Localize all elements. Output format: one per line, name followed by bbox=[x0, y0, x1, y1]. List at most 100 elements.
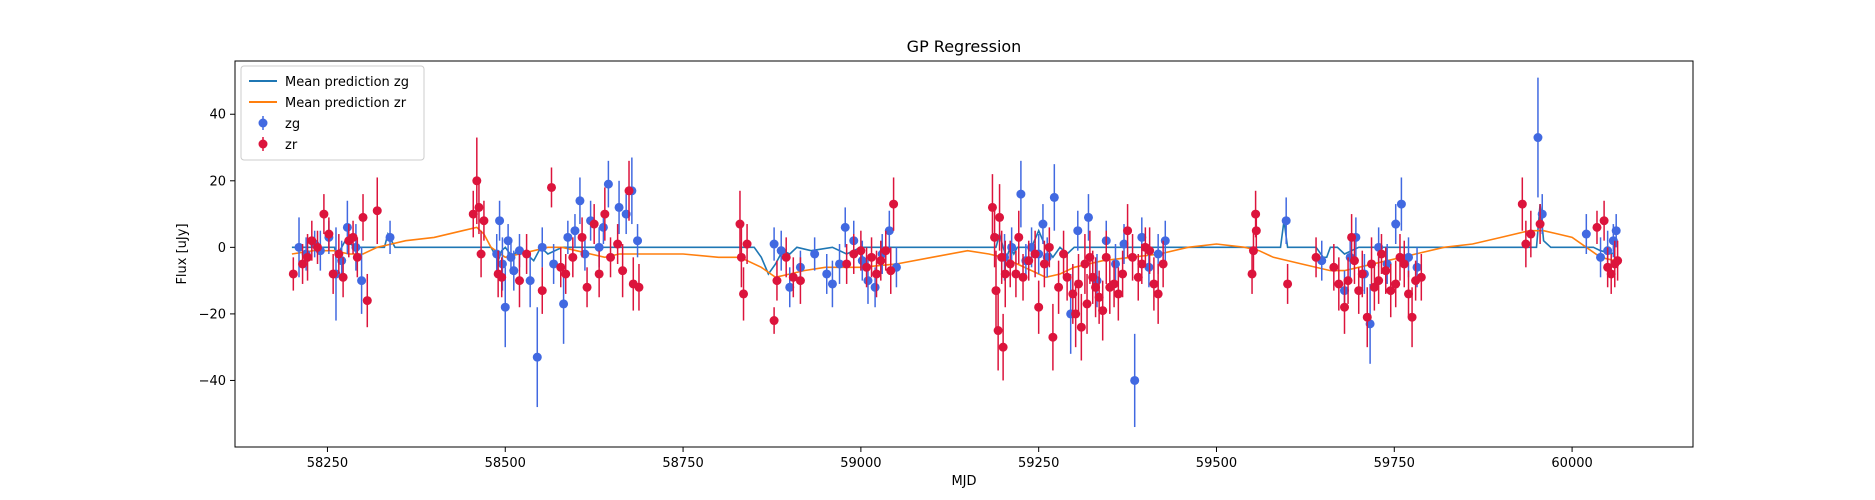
data-point-zg bbox=[822, 254, 832, 294]
series-points-zr bbox=[288, 137, 1623, 381]
marker bbox=[352, 252, 362, 262]
marker bbox=[1399, 259, 1409, 269]
marker bbox=[842, 259, 852, 269]
data-point-zg bbox=[1396, 177, 1406, 231]
marker bbox=[739, 289, 749, 299]
axes-frame bbox=[234, 60, 1694, 448]
data-point-zr bbox=[781, 237, 791, 278]
marker bbox=[1416, 272, 1426, 282]
data-point-zr bbox=[1399, 240, 1409, 288]
data-point-zg bbox=[1049, 164, 1059, 231]
data-point-zr bbox=[474, 180, 484, 235]
marker bbox=[870, 282, 880, 292]
marker bbox=[537, 286, 547, 296]
y-tick-label: −40 bbox=[199, 374, 226, 389]
data-point-zr bbox=[742, 224, 752, 264]
marker bbox=[1074, 279, 1084, 289]
marker bbox=[1158, 259, 1168, 269]
data-point-zr bbox=[1362, 287, 1372, 348]
data-point-zr bbox=[1014, 210, 1024, 264]
marker bbox=[856, 246, 866, 256]
data-point-zr bbox=[1334, 257, 1344, 311]
data-point-zr bbox=[1109, 260, 1119, 308]
x-tick-label: 58500 bbox=[485, 456, 526, 471]
marker bbox=[549, 259, 559, 269]
marker bbox=[495, 216, 505, 226]
data-point-zg bbox=[563, 220, 573, 254]
marker bbox=[328, 269, 338, 279]
data-point-zr bbox=[1082, 273, 1092, 334]
marker bbox=[319, 209, 329, 219]
marker bbox=[1101, 252, 1111, 262]
data-point-zr bbox=[849, 234, 859, 274]
data-point-zr bbox=[1374, 257, 1384, 304]
data-point-zg bbox=[1404, 237, 1414, 278]
marker bbox=[1396, 199, 1406, 209]
marker bbox=[1123, 226, 1133, 236]
marker bbox=[742, 239, 752, 249]
marker bbox=[358, 212, 368, 222]
marker bbox=[1118, 269, 1128, 279]
marker bbox=[537, 242, 547, 252]
marker bbox=[288, 269, 298, 279]
marker bbox=[1311, 252, 1321, 262]
ticks-layer: 58250 58500 58750 59000 59250 59500 59750 60000… bbox=[199, 108, 1593, 471]
data-point-zr bbox=[1074, 254, 1084, 314]
x-tick-label: 59000 bbox=[840, 456, 881, 471]
legend-marker bbox=[258, 118, 268, 128]
x-tick-label: 60000 bbox=[1551, 456, 1592, 471]
data-point-zr bbox=[1005, 240, 1015, 288]
marker bbox=[889, 199, 899, 209]
data-point-zg bbox=[549, 244, 559, 284]
data-point-zr bbox=[1101, 230, 1111, 284]
data-point-zr bbox=[372, 177, 382, 245]
marker bbox=[769, 316, 779, 326]
data-point-zr bbox=[522, 234, 532, 274]
marker bbox=[1110, 259, 1120, 269]
marker bbox=[1596, 252, 1606, 262]
data-point-zr bbox=[1054, 260, 1064, 314]
marker bbox=[1083, 212, 1093, 222]
data-point-zr bbox=[1128, 234, 1138, 281]
marker bbox=[1247, 269, 1257, 279]
marker bbox=[1391, 279, 1401, 289]
marker bbox=[1016, 189, 1026, 199]
marker bbox=[303, 252, 313, 262]
marker bbox=[1130, 375, 1140, 385]
data-point-zr bbox=[334, 234, 344, 274]
marker bbox=[785, 282, 795, 292]
legend-box bbox=[240, 65, 425, 161]
x-tick-label: 59250 bbox=[1018, 456, 1059, 471]
marker bbox=[1137, 259, 1147, 269]
data-point-zg bbox=[1130, 333, 1140, 428]
data-point-zr bbox=[1535, 204, 1545, 245]
marker bbox=[385, 232, 395, 242]
data-point-zr bbox=[1349, 237, 1359, 284]
data-point-zr bbox=[1149, 257, 1159, 311]
x-tick-label: 59750 bbox=[1374, 456, 1415, 471]
marker bbox=[835, 259, 845, 269]
data-point-zr bbox=[468, 190, 478, 238]
data-point-zr bbox=[881, 230, 891, 271]
data-point-zr bbox=[1283, 263, 1293, 304]
series-line-mean-zg bbox=[291, 204, 1615, 276]
marker bbox=[1030, 249, 1040, 259]
data-point-zg bbox=[1596, 237, 1606, 278]
marker bbox=[1535, 219, 1545, 229]
data-point-zr bbox=[872, 250, 882, 298]
marker bbox=[1374, 276, 1384, 286]
marker bbox=[582, 282, 592, 292]
data-point-zr bbox=[1118, 250, 1128, 298]
x-tick-label: 58250 bbox=[307, 456, 348, 471]
marker bbox=[1395, 252, 1405, 262]
data-point-zr bbox=[624, 160, 634, 221]
marker bbox=[788, 272, 798, 282]
y-tick: 40 bbox=[209, 108, 235, 123]
data-point-zr bbox=[594, 250, 604, 298]
data-point-zg bbox=[537, 227, 547, 268]
marker bbox=[795, 276, 805, 286]
data-point-zr bbox=[288, 257, 298, 291]
y-tick-label: 40 bbox=[209, 108, 226, 123]
marker bbox=[500, 302, 510, 312]
marker bbox=[348, 232, 358, 242]
